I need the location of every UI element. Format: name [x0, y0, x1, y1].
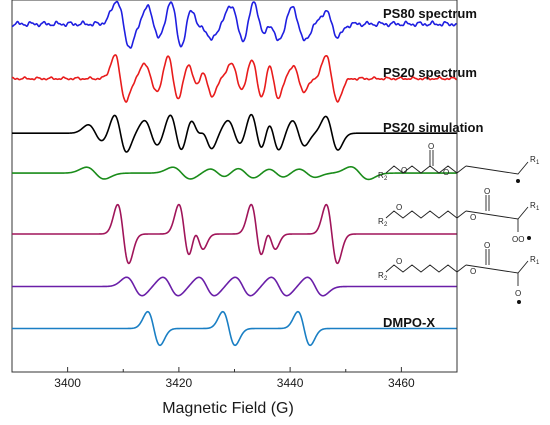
- svg-text:R: R: [530, 201, 536, 210]
- svg-text:O: O: [396, 203, 402, 212]
- structure-peroxyl-radical: O O O R 2 R 1 OO: [378, 187, 540, 244]
- series-label: PS20 spectrum: [383, 65, 477, 80]
- series-label: PS20 simulation: [383, 120, 483, 135]
- svg-text:1: 1: [536, 160, 540, 166]
- svg-text:R: R: [378, 271, 384, 280]
- series-line-component-4: [11, 203, 457, 265]
- svg-text:R: R: [530, 155, 536, 164]
- svg-text:O: O: [484, 241, 490, 250]
- svg-text:2: 2: [384, 176, 388, 182]
- x-axis: 3400 3420 3440 3460: [11, 367, 458, 390]
- x-tick-label: 3440: [277, 376, 304, 390]
- svg-text:O: O: [470, 213, 476, 222]
- series-line-component-5: [11, 276, 457, 297]
- svg-text:1: 1: [536, 260, 540, 266]
- series-line-dmpo-x: [11, 310, 457, 347]
- svg-text:2: 2: [384, 222, 388, 228]
- x-axis-title: Magnetic Field (G): [162, 400, 294, 417]
- radical-dot: [516, 179, 520, 183]
- svg-text:O: O: [401, 166, 407, 175]
- structure-alkyl-radical: O O O R 2 R 1: [378, 142, 540, 183]
- svg-text:R: R: [378, 171, 384, 180]
- svg-text:O: O: [484, 187, 490, 196]
- series-line-ps20-spectrum: [11, 54, 458, 103]
- svg-text:O: O: [396, 257, 402, 266]
- spectra-traces: [11, 0, 458, 347]
- svg-text:R: R: [378, 217, 384, 226]
- svg-text:R: R: [530, 255, 536, 264]
- svg-text:O: O: [443, 168, 449, 177]
- series-line-ps20-simulation: [11, 113, 457, 153]
- series-labels: PS80 spectrum PS20 spectrum PS20 simulatio…: [383, 6, 483, 330]
- svg-text:O: O: [470, 267, 476, 276]
- radical-dot: [517, 300, 521, 304]
- svg-text:O: O: [515, 289, 521, 298]
- svg-text:OO: OO: [512, 235, 524, 244]
- svg-text:1: 1: [536, 206, 540, 212]
- series-label: DMPO-X: [383, 315, 435, 330]
- x-tick-label: 3460: [388, 376, 415, 390]
- series-line-component-3: [11, 166, 457, 181]
- structure-alkoxyl-radical: O O O R 2 R 1 O: [378, 241, 540, 304]
- svg-text:2: 2: [384, 276, 388, 282]
- radical-dot: [527, 236, 531, 240]
- series-label: PS80 spectrum: [383, 6, 477, 21]
- x-tick-label: 3400: [54, 376, 81, 390]
- series-line-ps80-spectrum: [11, 0, 457, 49]
- svg-text:O: O: [428, 142, 434, 151]
- x-tick-label: 3420: [166, 376, 193, 390]
